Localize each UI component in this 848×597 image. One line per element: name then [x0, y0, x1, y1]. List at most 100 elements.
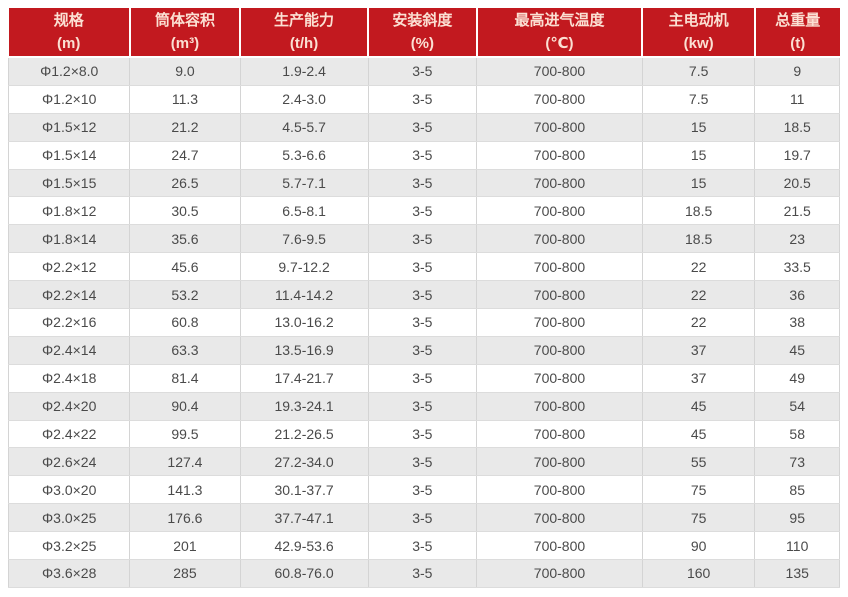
table-row: Φ3.0×25 176.6 37.7-47.1 3-5 700-800 75 95 — [7, 503, 840, 533]
table-row: Φ2.2×12 45.6 9.7-12.2 3-5 700-800 22 33.5 — [7, 252, 840, 282]
table-cell: 700-800 — [476, 447, 643, 477]
table-cell: Φ3.0×20 — [7, 475, 131, 505]
table-cell: 15 — [642, 141, 756, 170]
table-cell: Φ2.4×20 — [7, 392, 131, 421]
table-cell: 21.5 — [754, 196, 840, 226]
table-cell: 3-5 — [368, 252, 478, 282]
column-unit: (%) — [410, 35, 435, 52]
table-cell: Φ2.4×22 — [7, 420, 131, 449]
table-cell: 4.5-5.7 — [240, 113, 369, 142]
column-unit: (kw) — [683, 35, 714, 52]
table-cell: 22 — [642, 252, 756, 282]
table-cell: 73 — [754, 447, 840, 477]
table-cell: 3-5 — [368, 196, 478, 226]
table-cell: 700-800 — [476, 224, 643, 254]
table-cell: 85 — [754, 475, 840, 505]
table-cell: 6.5-8.1 — [240, 196, 369, 226]
table-cell: 3-5 — [368, 447, 478, 477]
table-cell: 19.3-24.1 — [240, 392, 369, 421]
table-cell: 63.3 — [129, 336, 241, 365]
table-cell: 700-800 — [476, 196, 643, 226]
table-cell: 37.7-47.1 — [240, 503, 369, 533]
table-cell: 5.7-7.1 — [240, 169, 369, 198]
column-unit: (t) — [790, 35, 806, 52]
table-cell: 7.5 — [642, 57, 756, 86]
table-cell: 49 — [754, 364, 840, 393]
table-cell: 3-5 — [368, 392, 478, 421]
table-cell: 3-5 — [368, 224, 478, 254]
column-title: 安装斜度 — [392, 11, 453, 29]
table-cell: 110 — [754, 531, 840, 561]
column-header: 安装斜度 (%) — [368, 8, 478, 58]
table-cell: 700-800 — [476, 364, 643, 393]
column-unit: (m³) — [170, 35, 200, 52]
table-body: Φ1.2×8.0 9.0 1.9-2.4 3-5 700-800 7.5 9 Φ1.2×10 1… — [7, 57, 840, 588]
table-row: Φ3.6×28 285 60.8-76.0 3-5 700-800 160 135 — [7, 559, 840, 588]
table-cell: 3-5 — [368, 503, 478, 533]
table-row: Φ3.2×25 201 42.9-53.6 3-5 700-800 90 110 — [7, 531, 840, 561]
table-cell: 7.5 — [642, 85, 756, 114]
column-header: 生产能力 (t/h) — [240, 8, 370, 58]
column-header: 总重量 (t) — [754, 8, 840, 58]
table-cell: 700-800 — [476, 531, 643, 561]
table-cell: 15 — [642, 113, 756, 142]
table-cell: 23 — [754, 224, 840, 254]
table-cell: 201 — [129, 531, 241, 561]
table-row: Φ1.5×14 24.7 5.3-6.6 3-5 700-800 15 19.7 — [7, 141, 840, 170]
table-cell: 45.6 — [129, 252, 241, 282]
column-title: 最高进气温度 — [514, 11, 605, 29]
table-row: Φ2.4×20 90.4 19.3-24.1 3-5 700-800 45 54 — [7, 392, 840, 421]
table-cell: 19.7 — [754, 141, 840, 170]
column-title: 规格 — [53, 11, 84, 29]
table-cell: 160 — [642, 559, 756, 588]
table-cell: 700-800 — [476, 308, 643, 337]
table-cell: 1.9-2.4 — [240, 57, 369, 86]
table-cell: Φ1.5×12 — [7, 113, 131, 142]
table-row: Φ1.5×12 21.2 4.5-5.7 3-5 700-800 15 18.5 — [7, 113, 840, 142]
table-cell: Φ3.2×25 — [7, 531, 131, 561]
table-cell: Φ2.2×14 — [7, 280, 131, 310]
table-cell: 22 — [642, 280, 756, 310]
table-cell: 20.5 — [754, 169, 840, 198]
header-row: 规格 (m) 筒体容积 (m³) 生产能力 (t/h) 安装斜度 (%) 最高进气温度 (℃) 主电… — [8, 8, 840, 58]
table-cell: Φ1.5×14 — [7, 141, 131, 170]
column-header: 主电动机 (kw) — [642, 8, 756, 58]
table-row: Φ2.2×16 60.8 13.0-16.2 3-5 700-800 22 38 — [7, 308, 840, 337]
table-cell: 3-5 — [368, 531, 478, 561]
table-cell: Φ2.6×24 — [7, 447, 131, 477]
table-cell: 22 — [642, 308, 756, 337]
column-unit: (t/h) — [289, 35, 319, 52]
table-cell: Φ1.8×14 — [7, 224, 131, 254]
table-cell: 7.6-9.5 — [240, 224, 369, 254]
table-cell: 3-5 — [368, 559, 478, 588]
column-unit: (m) — [57, 35, 81, 52]
table-cell: 99.5 — [129, 420, 241, 449]
table-cell: 26.5 — [129, 169, 241, 198]
table-cell: 3-5 — [368, 336, 478, 365]
table-cell: 9 — [754, 57, 840, 86]
table-cell: 3-5 — [368, 169, 478, 198]
table-cell: 2.4-3.0 — [240, 85, 369, 114]
table-cell: 700-800 — [476, 85, 643, 114]
table-cell: 38 — [754, 308, 840, 337]
table-cell: Φ3.6×28 — [7, 559, 131, 588]
table-cell: 36 — [754, 280, 840, 310]
table-cell: 60.8-76.0 — [240, 559, 369, 588]
table-cell: 9.0 — [129, 57, 241, 86]
table-cell: 11 — [754, 85, 840, 114]
table-cell: 54 — [754, 392, 840, 421]
table-cell: 3-5 — [368, 364, 478, 393]
table-row: Φ2.4×18 81.4 17.4-21.7 3-5 700-800 37 49 — [7, 364, 840, 393]
column-header: 筒体容积 (m³) — [129, 8, 242, 58]
table-cell: 17.4-21.7 — [240, 364, 369, 393]
table-cell: 3-5 — [368, 475, 478, 505]
table-cell: 285 — [129, 559, 241, 588]
table-header: 规格 (m) 筒体容积 (m³) 生产能力 (t/h) 安装斜度 (%) 最高进气温度 (℃) 主电… — [8, 8, 840, 58]
table-cell: 700-800 — [476, 559, 643, 588]
table-cell: Φ2.2×12 — [7, 252, 131, 282]
table-cell: 75 — [642, 475, 756, 505]
column-title: 生产能力 — [274, 11, 335, 29]
table-cell: 90 — [642, 531, 756, 561]
table-cell: 11.3 — [129, 85, 241, 114]
